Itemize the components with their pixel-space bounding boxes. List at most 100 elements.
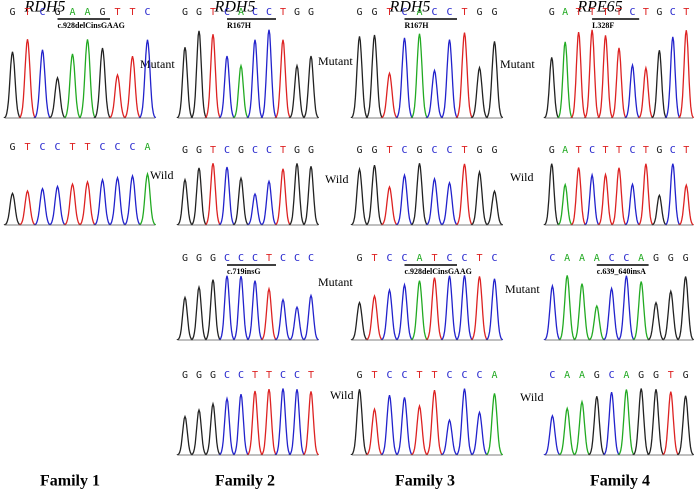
trace-peak [597, 35, 614, 119]
trace-peak [302, 55, 320, 119]
trace-peak [302, 166, 320, 226]
trace-peak [543, 413, 561, 456]
trace-peak [380, 395, 399, 456]
family-label: Family 1 [40, 473, 100, 490]
trace-peak [410, 403, 429, 456]
trace-peak [455, 163, 474, 226]
trace-peak [470, 276, 489, 341]
trace-peak [410, 280, 429, 341]
trace-peak [395, 37, 414, 119]
trace-peak [93, 177, 112, 226]
trace-peak [48, 75, 66, 119]
trace-peak [302, 391, 320, 456]
trace-peak [557, 182, 573, 226]
annotation: c.639_640insA [597, 267, 646, 276]
trace-peak [455, 32, 474, 119]
trace-peak [260, 286, 277, 341]
trace-peak [425, 390, 444, 456]
trace-peak [651, 193, 667, 226]
trace-peak [573, 283, 591, 341]
gene-name: RDH5 [214, 0, 256, 16]
trace-peak [246, 39, 264, 119]
trace-peak [123, 55, 142, 119]
trace-peak [395, 397, 414, 456]
trace-peak [617, 389, 635, 456]
row-label: Wild [520, 390, 544, 404]
trace-peak [365, 293, 384, 341]
trace-peak [485, 41, 504, 119]
trace-peak [425, 176, 444, 226]
trace-peak [260, 29, 278, 119]
trace-peak [485, 189, 504, 226]
trace-peak [260, 388, 277, 456]
trace-peak [108, 73, 127, 119]
trace-peak [246, 280, 264, 341]
trace-peak [138, 171, 157, 226]
trace-peak [138, 39, 157, 119]
trace-peak [204, 279, 222, 341]
trace-peak [662, 391, 680, 456]
trace-peak [380, 287, 399, 341]
trace-peak [662, 289, 680, 341]
row-label: Mutant [318, 275, 353, 289]
trace-peak [395, 282, 414, 341]
row-label: Wild [510, 170, 534, 184]
trace-peak [302, 293, 319, 341]
trace-peak [588, 304, 606, 341]
trace-peak [647, 300, 665, 341]
trace-peak [3, 191, 22, 226]
trace-peak [543, 57, 560, 119]
trace-peak [204, 401, 221, 456]
trace-peak [176, 47, 194, 119]
trace-peak [664, 163, 681, 226]
trace-peak [573, 399, 591, 456]
trace-peak [274, 39, 292, 119]
trace-peak [218, 55, 236, 119]
trace-peak [647, 389, 665, 456]
trace-peak [676, 395, 695, 456]
trace-peak [425, 68, 444, 119]
trace-peak [218, 166, 235, 226]
trace-peak [288, 163, 306, 226]
row-label: Wild [150, 168, 174, 182]
annotation: L328F [592, 21, 614, 30]
trace-peak [637, 163, 654, 226]
trace-peak [678, 30, 695, 119]
trace-peak [123, 173, 142, 226]
trace-peak [610, 167, 627, 226]
trace-peak [664, 36, 681, 119]
trace-peak [350, 300, 369, 341]
trace-peak [204, 34, 222, 119]
gene-name: RDH5 [24, 0, 66, 16]
trace-peak [78, 39, 97, 119]
trace-peak [204, 163, 222, 226]
trace-peak [470, 169, 489, 226]
trace-peak [637, 65, 654, 119]
trace-peak [190, 284, 207, 341]
trace-peak [570, 31, 587, 119]
trace-peak [584, 29, 600, 119]
trace-peak [380, 71, 399, 119]
trace-peak [410, 163, 429, 226]
trace-peak [218, 396, 235, 456]
trace-peak [63, 53, 82, 119]
trace-peak [632, 388, 650, 456]
annotation: c.719insG [227, 267, 261, 276]
trace-peak [78, 179, 97, 226]
trace-peak [108, 175, 127, 226]
trace-peak [274, 168, 291, 226]
trace-peak [176, 295, 193, 341]
trace-peak [350, 36, 369, 119]
trace-peak [543, 283, 561, 341]
